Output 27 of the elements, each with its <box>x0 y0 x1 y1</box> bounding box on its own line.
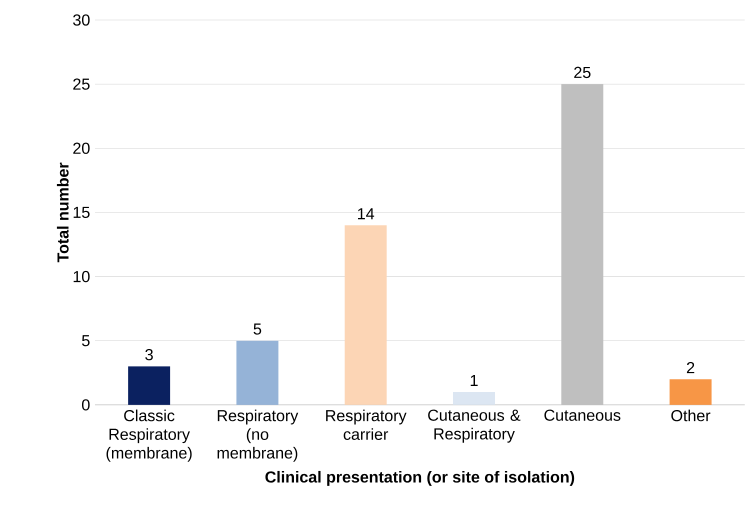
y-tick-label: 5 <box>82 335 90 346</box>
data-label: 25 <box>574 66 591 78</box>
bar <box>453 392 495 405</box>
y-tick-label: 20 <box>73 142 90 154</box>
bar <box>128 366 170 405</box>
y-tick-label: 0 <box>82 399 90 411</box>
x-tick-label: Cutaneous <box>544 410 620 421</box>
x-tick-label: Respiratory (no membrane) <box>218 410 298 462</box>
bar <box>344 225 387 405</box>
data-label: 5 <box>254 324 262 335</box>
data-label: 2 <box>686 362 694 374</box>
x-axis-title: Clinical presentation (or site of isolation) <box>265 471 574 486</box>
bar <box>236 340 278 405</box>
y-tick-label: 15 <box>74 206 90 218</box>
x-tick-label: Cutaneous & Respiratory <box>428 410 520 443</box>
y-tick-label: 10 <box>74 271 90 282</box>
x-tick-label: Respiratory carrier <box>326 410 407 440</box>
data-label: 1 <box>470 375 478 386</box>
data-label: 3 <box>145 349 153 360</box>
data-label: 14 <box>358 208 374 220</box>
y-tick-label: 25 <box>73 78 90 90</box>
x-tick-label: Other <box>671 410 710 422</box>
y-axis-title: Total number <box>56 162 69 262</box>
y-tick-label: 30 <box>73 14 90 26</box>
bar <box>561 84 604 405</box>
x-tick-label: Classic Respiratory (membrane) <box>106 410 192 462</box>
bar <box>670 379 712 405</box>
